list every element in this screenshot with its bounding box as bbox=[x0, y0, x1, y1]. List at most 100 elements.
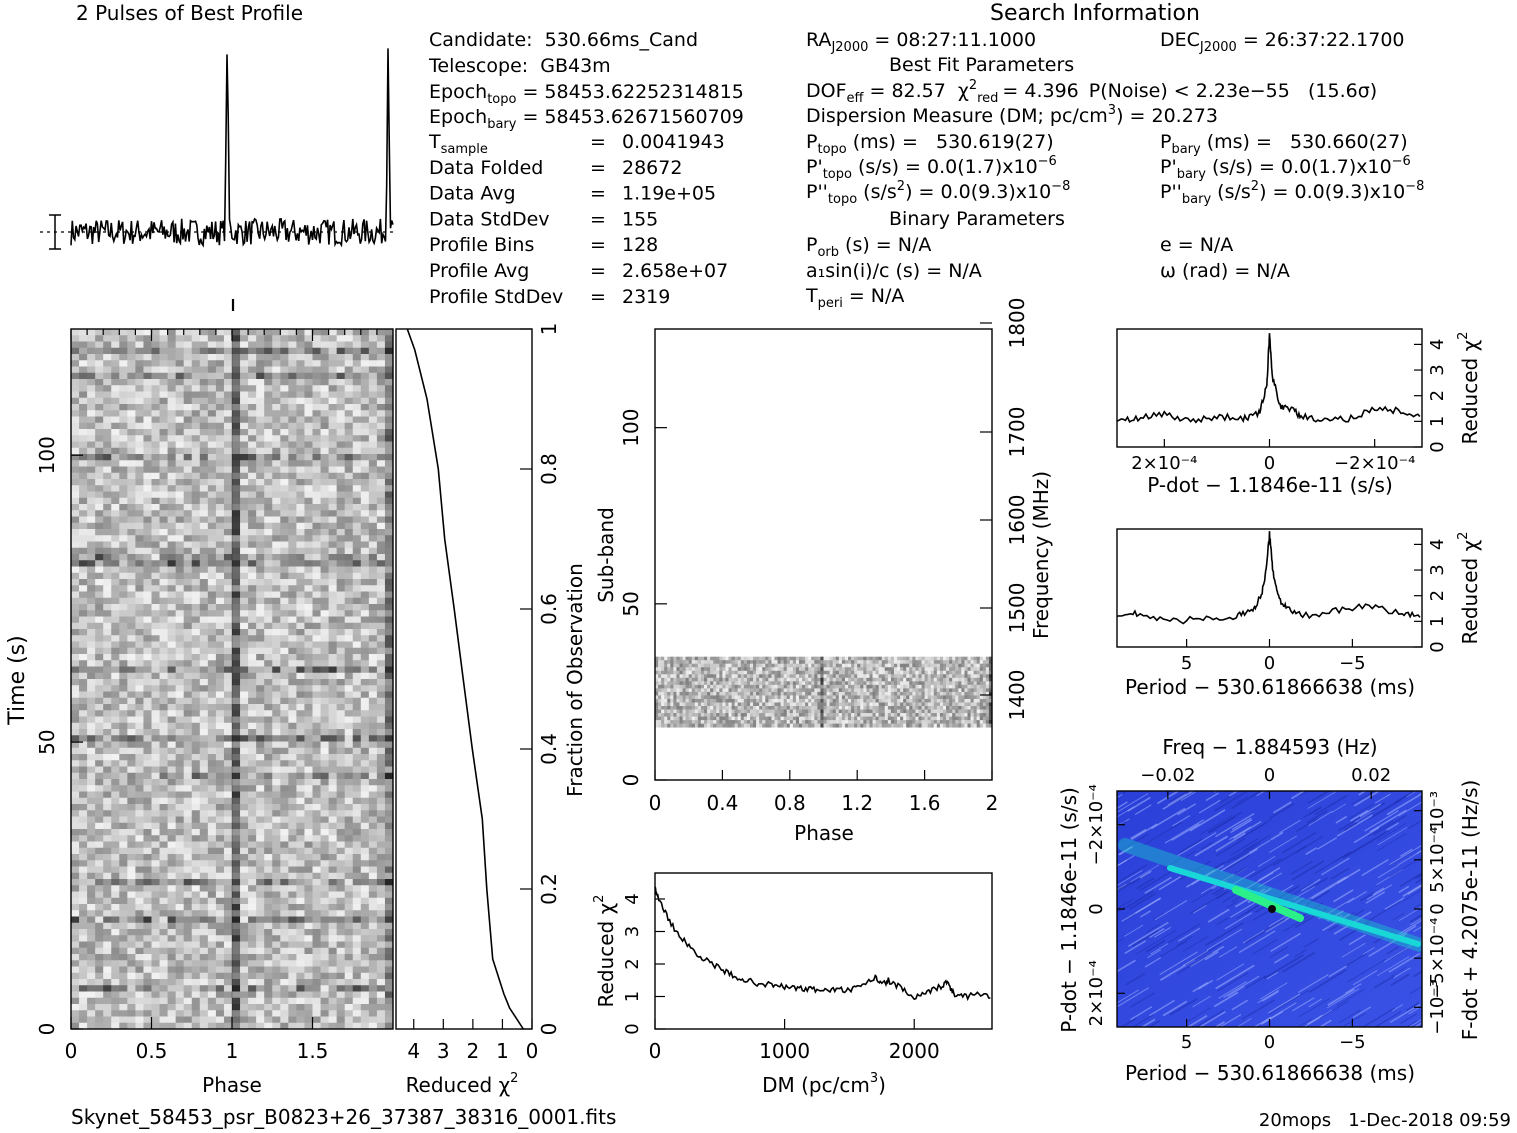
param-label: Profile Avg bbox=[429, 260, 529, 282]
subband-xtick-label: 0 bbox=[649, 791, 662, 815]
ppdot-xtick-label: −5 bbox=[1339, 1032, 1366, 1053]
param-label: Data Folded bbox=[429, 157, 543, 179]
param-value: 155 bbox=[622, 208, 658, 230]
subband-xtick-label: 2 bbox=[986, 791, 999, 815]
period-xlabel: Period − 530.61866638 (ms) bbox=[1125, 675, 1415, 699]
period-chi2-ytick-label: 0 bbox=[1427, 641, 1448, 652]
time-phase-ytick-label: 0 bbox=[35, 1023, 59, 1036]
subband-xlabel: Phase bbox=[794, 821, 854, 845]
ppdot-ytick-label: 0 bbox=[1086, 903, 1107, 914]
param-value: 28672 bbox=[622, 157, 682, 179]
p-bary-value: (ms) = 530.660(27) bbox=[1207, 131, 1408, 153]
pdot-chi2-panel: 2×10⁻⁴ 0 −2×10⁻⁴ 0 1 2 3 4 P-dot − 1.1846e-11 (… bbox=[1116, 328, 1482, 497]
subband-freq-label: 1700 bbox=[1005, 407, 1029, 458]
param-label: Profile StdDev bbox=[429, 286, 563, 308]
param-equals: = bbox=[590, 157, 606, 179]
pdot-chi2-ytick-label: 2 bbox=[1427, 390, 1448, 401]
dm-xlabel-end: ) bbox=[878, 1073, 886, 1097]
profile-panel bbox=[40, 48, 395, 311]
param-value: 1.19e+05 bbox=[622, 183, 716, 205]
dm-xtick-label: 2000 bbox=[889, 1039, 940, 1063]
subband-xtick-label: 1.2 bbox=[841, 791, 873, 815]
porb-value: (s) = N/A bbox=[845, 234, 931, 256]
svg-text:Pbary(ms) = 530.660(27): Pbary (ms) = 530.660(27) bbox=[1160, 131, 1408, 157]
profile-title: 2 Pulses of Best Profile bbox=[76, 1, 303, 25]
period-chi2-line bbox=[1116, 531, 1421, 625]
time-chi2-ytick-label: 0.2 bbox=[537, 873, 561, 905]
time-chi2-xlabel: Reduced χ bbox=[406, 1073, 511, 1097]
pdot-chi2-ytick-label: 3 bbox=[1427, 364, 1448, 375]
time-chi2-line bbox=[406, 328, 524, 1030]
time-phase-ylabel: Time (s) bbox=[5, 635, 30, 725]
ppdot-panel: 5 0 −5 −0.02 0 0.02 2×10⁻⁴ 0 −2×10⁻⁴ −10⁻³−5×10⁻⁴… bbox=[1057, 735, 1482, 1085]
subband-phase-panel: 0 0.4 0.8 1.2 1.6 2 0 50 100 1400 1500 1600 1700 1800… bbox=[594, 298, 1053, 845]
pdot-chi2-xtick-label: 0 bbox=[1264, 453, 1275, 474]
subband-ylabel-right: Frequency (MHz) bbox=[1029, 471, 1053, 639]
pdot-chi2-xtick-label: −2×10⁻⁴ bbox=[1334, 453, 1415, 474]
ppdot-right-tick-label: −5×10⁻⁴ bbox=[1427, 918, 1448, 999]
subband-freq-label: 1800 bbox=[1005, 298, 1029, 349]
subband-ylabel: Sub-band bbox=[594, 507, 618, 603]
svg-text:Porb(s) = N/A: Porb (s) = N/A bbox=[806, 234, 931, 260]
pnoise-value: P(Noise) < 2.23e−55 (15.6σ) bbox=[1089, 80, 1377, 102]
pdot-ylabel-sup: 2 bbox=[1456, 332, 1471, 340]
chi-red-value: = 4.396 bbox=[1002, 80, 1078, 102]
subband-xtick-label: 0.4 bbox=[706, 791, 738, 815]
time-phase-xtick-label: 0 bbox=[65, 1039, 78, 1063]
param-equals: = bbox=[590, 183, 606, 205]
pdot-chi2-line bbox=[1116, 333, 1421, 424]
param-label: Data StdDev bbox=[429, 208, 550, 230]
ppdot-xtick-label: 0 bbox=[1264, 1032, 1275, 1053]
time-chi2-xtick-label: 2 bbox=[467, 1039, 480, 1063]
search-info: Search Information Candidate: 530.66ms_C… bbox=[428, 1, 1424, 311]
ppdot-ylabel-right: F-dot + 4.2075e-11 (Hz/s) bbox=[1458, 780, 1482, 1041]
time-chi2-ytick-label: 0.8 bbox=[537, 453, 561, 485]
period-chi2-ytick-label: 1 bbox=[1427, 616, 1448, 627]
period-chi2-xtick-label: 0 bbox=[1264, 653, 1275, 674]
ppdot-right-tick-label: −10⁻³ bbox=[1427, 980, 1448, 1035]
pdd-topo-label: (s/s bbox=[863, 181, 897, 203]
ppdot-right-tick-label: 0 bbox=[1427, 903, 1448, 914]
time-chi2-xtick-label: 1 bbox=[496, 1039, 509, 1063]
dm-ylabel: Reduced χ bbox=[594, 903, 618, 1008]
dm-ylabel-sup: 2 bbox=[592, 895, 607, 903]
dm-ytick-label: 1 bbox=[622, 991, 643, 1002]
binary-header: Binary Parameters bbox=[889, 208, 1065, 230]
time-phase-xlabel: Phase bbox=[202, 1073, 262, 1097]
svg-text:P'bary(s/s) = 0.0(1.7)x10−6: P'bary (s/s) = 0.0(1.7)x10−6 bbox=[1160, 154, 1411, 182]
ppdot-ylabel: P-dot − 1.1846e-11 (s/s) bbox=[1057, 787, 1081, 1033]
info-telescope: Telescope: GB43m bbox=[428, 55, 611, 77]
period-chi2-panel: 5 0 −5 0 1 2 3 4 Period − 530.61866638 (ms) Red… bbox=[1116, 528, 1482, 699]
period-ylabel: Reduced χ bbox=[1458, 540, 1482, 645]
param-label: Data Avg bbox=[429, 183, 516, 205]
subband-xtick-label: 1.6 bbox=[909, 791, 941, 815]
time-phase-panel: 0 0.5 1 1.5 0 50 100 Phase Time (s) bbox=[5, 328, 394, 1097]
omega-value: ω (rad) = N/A bbox=[1160, 260, 1290, 282]
subband-ytick-label: 100 bbox=[619, 409, 643, 447]
pdot-chi2-xtick-label: 2×10⁻⁴ bbox=[1131, 453, 1197, 474]
dm-ytick-label: 2 bbox=[622, 958, 643, 969]
period-ylabel-sup: 2 bbox=[1456, 532, 1471, 540]
dm-ytick-label: 3 bbox=[622, 926, 643, 937]
time-chi2-xtick-label: 3 bbox=[437, 1039, 450, 1063]
param-equals: = bbox=[590, 208, 606, 230]
dof-value: = 82.57 bbox=[869, 80, 945, 102]
period-chi2-ytick-label: 3 bbox=[1427, 564, 1448, 575]
svg-text:Reduced χ2: Reduced χ2 bbox=[406, 1071, 519, 1097]
subband-freq-label: 1500 bbox=[1005, 583, 1029, 634]
time-chi2-ytick-label: 0.4 bbox=[537, 733, 561, 765]
dm-ytick-label: 0 bbox=[622, 1023, 643, 1034]
ppdot-xlabel: Period − 530.61866638 (ms) bbox=[1125, 1061, 1415, 1085]
svg-text:Epochtopo= 58453.62252314815: Epochtopo = 58453.62252314815 bbox=[429, 81, 744, 107]
subband-freq-label: 1400 bbox=[1005, 670, 1029, 721]
footer-filename: Skynet_58453_psr_B0823+26_37387_38316_00… bbox=[71, 1105, 616, 1129]
ra-value: = 08:27:11.1000 bbox=[874, 29, 1036, 51]
param-value: 2319 bbox=[622, 286, 670, 308]
period-chi2-xtick-label: −5 bbox=[1339, 653, 1366, 674]
time-chi2-xtick-label: 4 bbox=[407, 1039, 420, 1063]
pdd-topo-value: ) = 0.0(9.3)x10 bbox=[905, 181, 1051, 203]
dof-label: DOF bbox=[806, 80, 847, 102]
dm-xtick-label: 1000 bbox=[759, 1039, 810, 1063]
svg-text:RAJ2000= 08:27:11.1000: RAJ2000 = 08:27:11.1000 bbox=[806, 29, 1036, 55]
